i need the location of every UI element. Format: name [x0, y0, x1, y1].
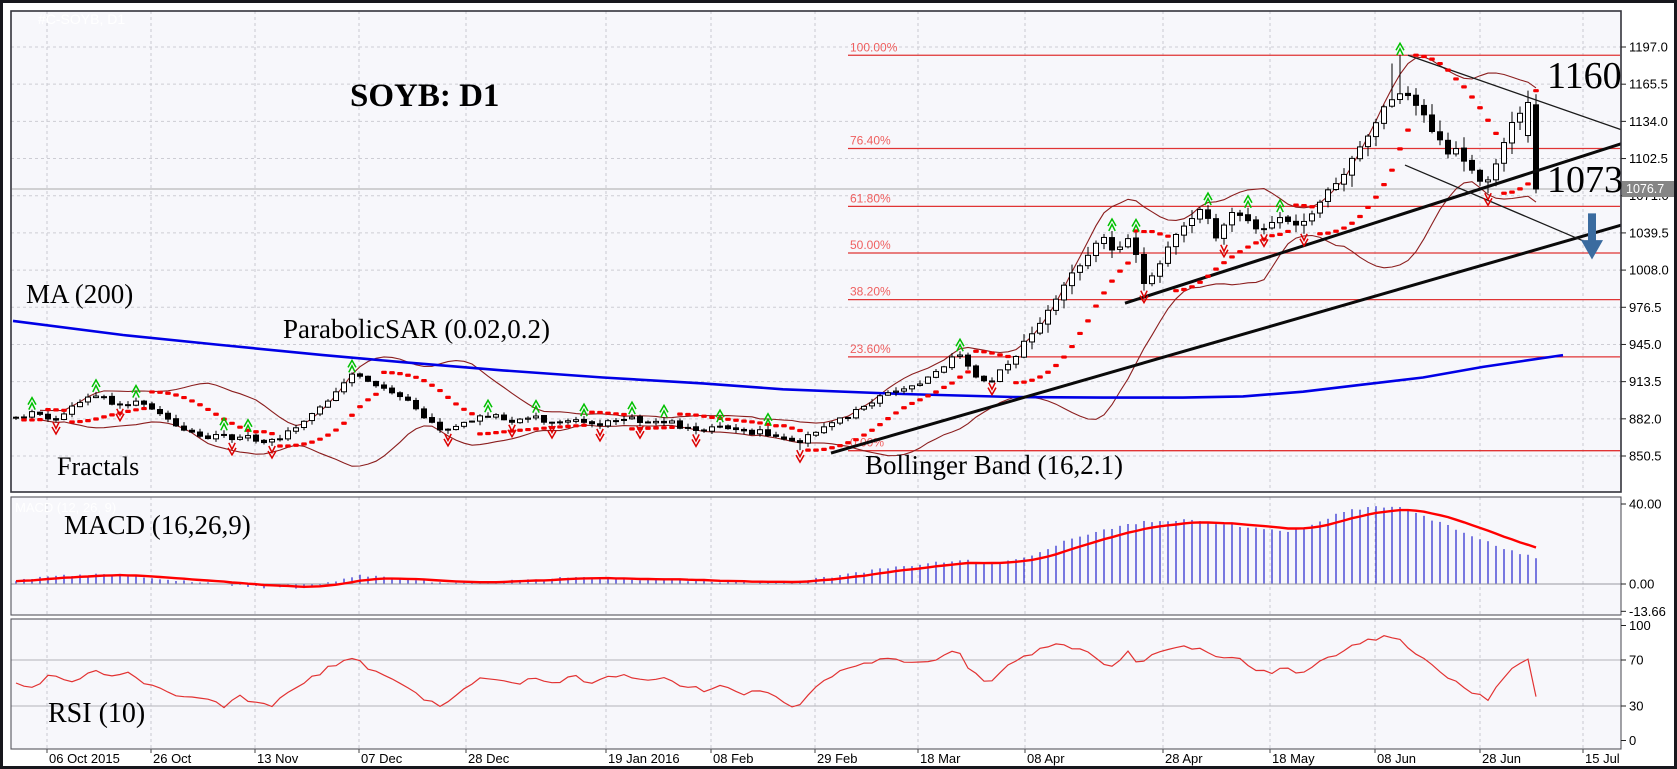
fib-level-label: 100.00% — [850, 40, 898, 54]
fib-level-label: 61.80% — [850, 191, 891, 205]
axis-price-label: 30 — [1629, 699, 1643, 714]
rsi-line — [11, 635, 1621, 709]
axis-date-label: 18 May — [1272, 751, 1315, 766]
candlesticks — [13, 55, 1539, 451]
sell-signal-arrow[interactable] — [1581, 213, 1603, 260]
sell-signal-arrow — [1581, 213, 1603, 260]
axis-date-label: 13 Nov — [257, 751, 299, 766]
fib-level-label: 76.40% — [850, 134, 891, 148]
axis-price-label: 0 — [1629, 733, 1636, 748]
axis-date-label: 28 Apr — [1165, 751, 1203, 766]
axis-price-label: -13.66 — [1629, 604, 1666, 619]
axis-date-label: 18 Mar — [920, 751, 961, 766]
axis-price-label: 1008.0 — [1629, 263, 1669, 278]
axis-price-label: 945.0 — [1629, 337, 1662, 352]
fib-level-label: 23.60% — [850, 342, 891, 356]
axis-price-label: 70 — [1629, 653, 1643, 668]
axis-date-label: 08 Apr — [1027, 751, 1065, 766]
axis-price-label: 1102.5 — [1629, 151, 1668, 166]
fractal-arrows — [27, 41, 1493, 464]
axis-date-label: 26 Oct — [153, 751, 192, 766]
chart-canvas[interactable]: 100.00% 76.40% 61.80% 50.00% 38.20% 23.60% 0.0… — [3, 3, 1674, 766]
descending-wedge-upper — [1407, 54, 1622, 131]
grid — [11, 11, 1621, 753]
descending-wedge-lower — [1404, 164, 1589, 244]
price-axis[interactable]: 1197.01165.51134.01102.51071.01039.51008… — [1621, 40, 1669, 749]
axis-date-label: 28 Jun — [1482, 751, 1521, 766]
axis-date-label: 08 Feb — [713, 751, 753, 766]
ma200-line — [12, 319, 1564, 399]
axis-price-label: 882.0 — [1629, 411, 1662, 426]
ascending-channel-lower — [830, 223, 1622, 455]
current-price-tag: 1076.7 — [1622, 181, 1674, 197]
axis-date-label: 29 Feb — [817, 751, 857, 766]
axis-price-label: 913.5 — [1629, 374, 1662, 389]
axis-date-label: 07 Dec — [361, 751, 403, 766]
axis-price-label: 1039.5 — [1629, 225, 1669, 240]
axis-price-label: 1197.0 — [1629, 40, 1668, 55]
macd-histogram — [11, 506, 1621, 589]
macd-signal-line — [15, 508, 1537, 589]
axis-date-label: 19 Jan 2016 — [608, 751, 680, 766]
axis-price-label: 1165.5 — [1629, 77, 1668, 92]
axis-price-label: 40.00 — [1629, 497, 1662, 512]
axis-price-label: 100 — [1629, 618, 1651, 633]
macd-signal-line — [15, 508, 1537, 589]
time-axis[interactable]: 06 Oct 2015 26 Oct 13 Nov 07 Dec 28 Dec 19 Ja… — [49, 751, 1620, 766]
axis-price-label: 1134.0 — [1629, 114, 1668, 129]
ma200-line — [12, 319, 1564, 399]
axis-date-label: 08 Jun — [1377, 751, 1416, 766]
parabolic-sar-dots — [21, 53, 1539, 452]
fib-level-label: 50.00% — [850, 238, 891, 252]
axis-price-label: 0.00 — [1629, 577, 1654, 592]
axis-price-label: 976.5 — [1629, 300, 1662, 315]
fib-level-label: 38.20% — [850, 285, 891, 299]
axis-date-label: 28 Dec — [468, 751, 510, 766]
axis-price-label: 850.5 — [1629, 449, 1662, 464]
axis-date-label: 06 Oct 2015 — [49, 751, 120, 766]
axis-date-label: 15 Jul — [1585, 751, 1620, 766]
panel-borders — [10, 10, 1622, 750]
